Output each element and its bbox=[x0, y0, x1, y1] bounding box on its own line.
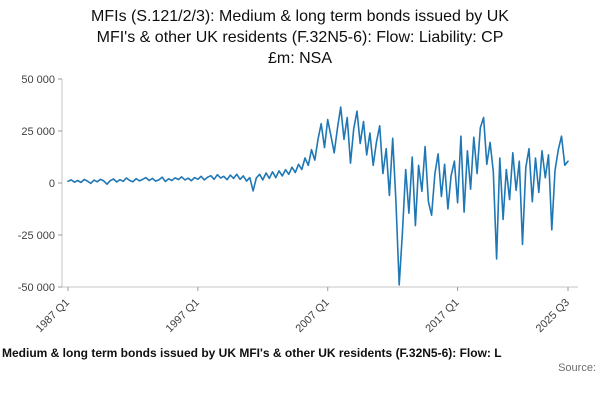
y-tick-label: 0 bbox=[49, 178, 55, 190]
series-label: Medium & long term bonds issued by UK MF… bbox=[2, 346, 502, 361]
chart-title-line-3: £m: NSA bbox=[267, 50, 332, 68]
y-tick-label: -50 000 bbox=[18, 282, 55, 294]
chart-title-line-2: MFI's & other UK residents (F.32N5-6): F… bbox=[96, 29, 504, 47]
y-tick-label: 50 000 bbox=[21, 74, 55, 86]
x-tick-label: 1997 Q1 bbox=[164, 297, 202, 335]
chart-footer: Medium & long term bonds issued by UK MF… bbox=[0, 346, 600, 374]
chart-area: 50 000 25 000 0 -25 000 -50 000 1987 Q1 1997 Q… bbox=[0, 69, 600, 346]
chart-title: MFIs (S.121/2/3): Medium & long term bon… bbox=[8, 6, 592, 69]
chart-title-line-1: MFIs (S.121/2/3): Medium & long term bon… bbox=[91, 8, 509, 25]
x-tick-label: 2007 Q1 bbox=[294, 297, 332, 335]
source-label: Source: bbox=[558, 362, 596, 375]
x-tick-label: 2025 Q3 bbox=[534, 297, 572, 335]
y-tick-label: -25 000 bbox=[18, 230, 55, 242]
x-tick-label: 1987 Q1 bbox=[34, 297, 72, 335]
time-series-chart: 50 000 25 000 0 -25 000 -50 000 1987 Q1 1997 Q… bbox=[18, 74, 578, 335]
x-tick-label: 2017 Q1 bbox=[423, 297, 461, 335]
y-tick-label: 25 000 bbox=[21, 126, 55, 138]
series-line bbox=[67, 106, 569, 287]
